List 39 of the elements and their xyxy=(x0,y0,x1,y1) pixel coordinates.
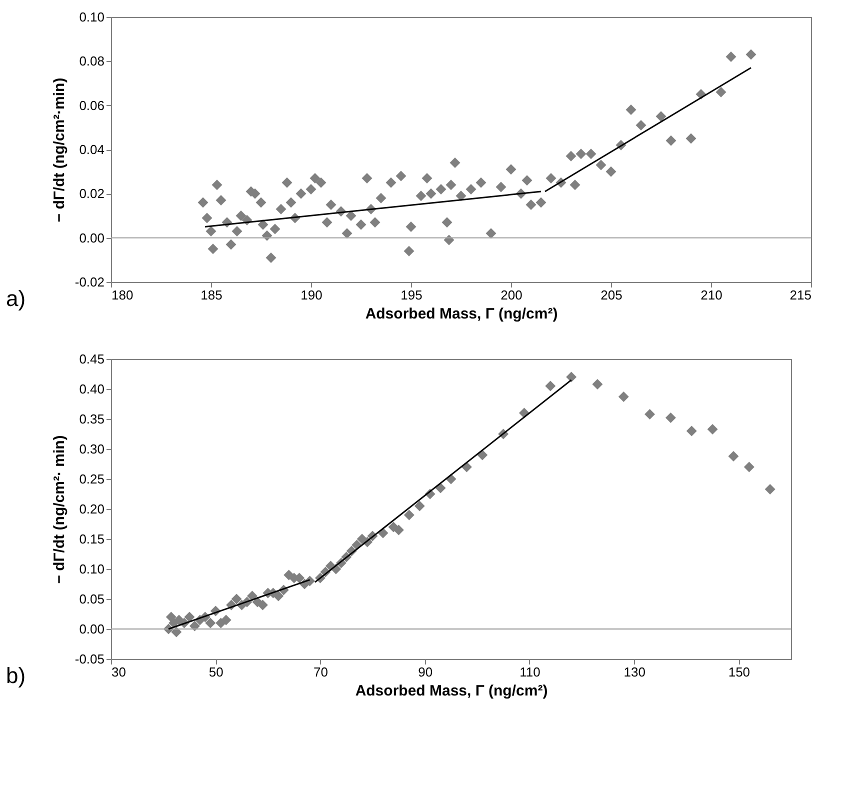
y-tick-label: 0.00 xyxy=(79,622,104,636)
x-tick-label: 130 xyxy=(624,664,646,680)
y-axis-title: − dΓ/dt (ng/cm²·min) xyxy=(50,78,68,222)
y-tick-label: 0.10 xyxy=(79,562,104,576)
y-tick-label: 0.08 xyxy=(79,54,104,69)
x-tick-label: 50 xyxy=(208,664,224,680)
x-tick-label: 210 xyxy=(700,288,722,302)
y-tick-label: 0.05 xyxy=(79,592,104,606)
x-tick-label: 70 xyxy=(313,664,328,680)
y-tick-label: -0.02 xyxy=(74,274,104,290)
y-tick-label: 0.20 xyxy=(79,502,104,516)
x-tick-label: 150 xyxy=(728,664,750,680)
text: a) xyxy=(5,286,27,313)
x-axis-title: Adsorbed Mass, Γ (ng/cm²) xyxy=(355,682,548,700)
x-tick-label: 180 xyxy=(112,288,134,302)
x-tick-label: 200 xyxy=(500,288,522,302)
y-tick-label: 0.30 xyxy=(79,442,104,456)
x-tick-label: 205 xyxy=(600,288,622,302)
y-tick-label: 0.00 xyxy=(79,230,104,246)
y-tick-label: 0.06 xyxy=(79,98,104,113)
x-tick-label: 195 xyxy=(400,288,422,302)
y-tick-label: 0.35 xyxy=(79,412,104,426)
y-tick-label: 0.15 xyxy=(79,532,104,546)
x-tick-label: 90 xyxy=(418,664,433,680)
text: b) xyxy=(5,663,27,690)
y-tick-label: 0.25 xyxy=(79,472,104,486)
y-tick-label: 0.10 xyxy=(79,10,104,24)
x-tick-label: 190 xyxy=(300,288,322,302)
x-tick-label: 110 xyxy=(520,664,540,680)
x-axis-title: Adsorbed Mass, Γ (ng/cm²) xyxy=(365,306,558,322)
x-tick-label: 215 xyxy=(790,288,812,302)
y-tick-label: -0.05 xyxy=(74,652,104,666)
y-tick-label: 0.02 xyxy=(79,186,104,202)
y-tick-label: 0.40 xyxy=(79,382,104,396)
y-axis-title: − dΓ/dt (ng/cm²· min) xyxy=(50,435,68,584)
x-tick-label: 30 xyxy=(112,664,126,680)
y-tick-label: 0.45 xyxy=(79,352,104,366)
y-tick-label: 0.04 xyxy=(79,142,104,157)
x-tick-label: 185 xyxy=(200,288,222,302)
